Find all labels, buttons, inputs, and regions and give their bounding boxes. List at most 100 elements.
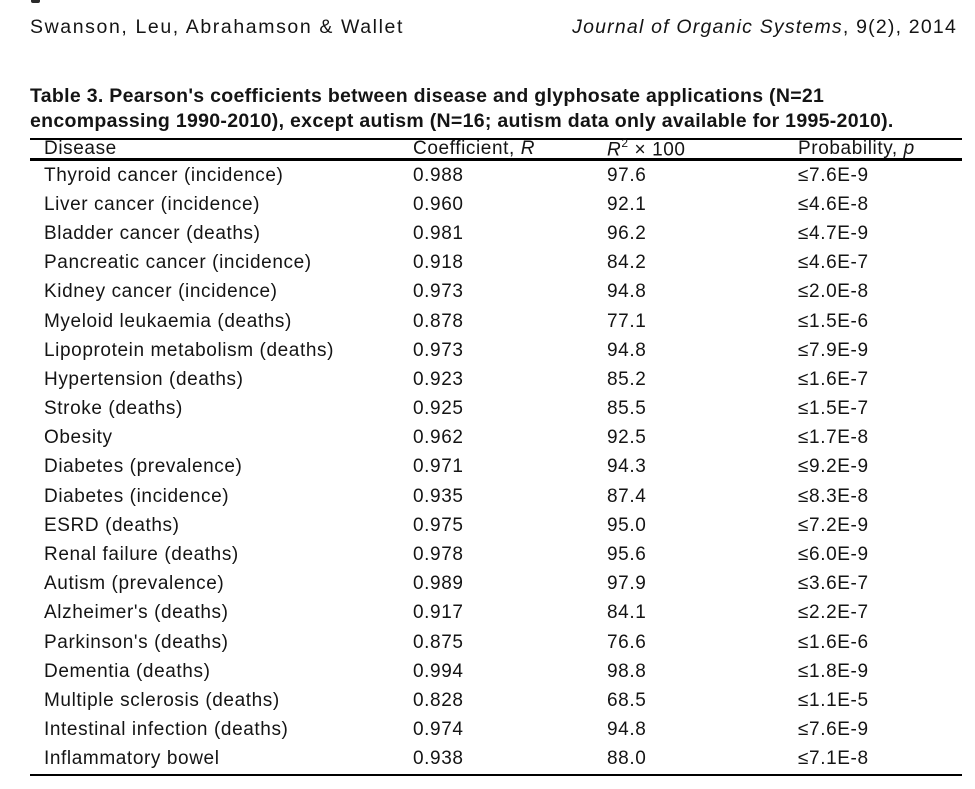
cell-coefficient: 0.917	[413, 602, 464, 624]
cell-disease: ESRD (deaths)	[44, 514, 180, 536]
cell-r2: 88.0	[607, 748, 647, 770]
cell-disease: Pancreatic cancer (incidence)	[44, 252, 312, 274]
table-row: Myeloid leukaemia (deaths) 0.878 77.1 ≤1.5E…	[30, 307, 962, 336]
table-header-row: Disease Coefficient, R R2 × 100 Probabil…	[30, 136, 962, 161]
cell-coefficient: 0.989	[413, 573, 464, 595]
table-row: Pancreatic cancer (incidence) 0.918 84.2 ≤4…	[30, 249, 962, 278]
cell-probability: ≤7.9E-9	[798, 339, 869, 361]
table-caption: Table 3. Pearson's coefficients between …	[30, 84, 965, 134]
table-caption-line1: Table 3. Pearson's coefficients between …	[30, 85, 825, 107]
cell-r2: 97.6	[607, 164, 647, 186]
table-row: Autism (prevalence) 0.989 97.9 ≤3.6E-7	[30, 570, 962, 599]
cell-disease: Stroke (deaths)	[44, 398, 183, 420]
cell-disease: Inflammatory bowel	[44, 748, 220, 770]
cell-r2: 94.8	[607, 719, 647, 741]
cell-probability: ≤3.6E-7	[798, 573, 869, 595]
cell-r2: 68.5	[607, 689, 647, 711]
table-row: Parkinson's (deaths) 0.875 76.6 ≤1.6E-6	[30, 628, 962, 657]
data-table: Disease Coefficient, R R2 × 100 Probabil…	[30, 136, 962, 776]
table-row: Diabetes (incidence) 0.935 87.4 ≤8.3E-8	[30, 482, 962, 511]
cell-coefficient: 0.973	[413, 339, 464, 361]
table-row: Lipoprotein metabolism (deaths) 0.973 94.8…	[30, 336, 962, 365]
cell-probability: ≤4.6E-8	[798, 193, 869, 215]
table-row: Dementia (deaths) 0.994 98.8 ≤1.8E-9	[30, 657, 962, 686]
r-squared-header-symbol: R	[607, 139, 622, 161]
cell-disease: Parkinson's (deaths)	[44, 631, 229, 653]
cell-probability: ≤7.1E-8	[798, 748, 869, 770]
cell-disease: Thyroid cancer (incidence)	[44, 164, 284, 186]
cell-disease: Autism (prevalence)	[44, 573, 225, 595]
table-row: Thyroid cancer (incidence) 0.988 97.6 ≤7.6E…	[30, 161, 962, 190]
cell-probability: ≤4.6E-7	[798, 252, 869, 274]
cell-r2: 84.1	[607, 602, 647, 624]
table-row: Diabetes (prevalence) 0.971 94.3 ≤9.2E-9	[30, 453, 962, 482]
cell-disease: Alzheimer's (deaths)	[44, 602, 229, 624]
cell-probability: ≤1.1E-5	[798, 689, 869, 711]
cell-disease: Myeloid leukaemia (deaths)	[44, 310, 292, 332]
cell-probability: ≤7.6E-9	[798, 164, 869, 186]
cell-coefficient: 0.878	[413, 310, 464, 332]
cell-coefficient: 0.988	[413, 164, 464, 186]
cell-r2: 98.8	[607, 660, 647, 682]
cell-probability: ≤2.0E-8	[798, 281, 869, 303]
cell-disease: Kidney cancer (incidence)	[44, 281, 278, 303]
table-caption-line2: encompassing 1990-2010), except autism (…	[30, 110, 894, 132]
cell-coefficient: 0.935	[413, 485, 464, 507]
cell-r2: 94.8	[607, 281, 647, 303]
cell-probability: ≤1.5E-6	[798, 310, 869, 332]
r-squared-header-exponent: 2	[621, 136, 629, 150]
cell-r2: 94.8	[607, 339, 647, 361]
table-row: Multiple sclerosis (deaths) 0.828 68.5 ≤1.1…	[30, 686, 962, 715]
table-row: Stroke (deaths) 0.925 85.5 ≤1.5E-7	[30, 395, 962, 424]
cell-probability: ≤6.0E-9	[798, 544, 869, 566]
cell-probability: ≤7.6E-9	[798, 719, 869, 741]
cell-disease: Intestinal infection (deaths)	[44, 719, 289, 741]
cell-disease: Hypertension (deaths)	[44, 368, 244, 390]
journal-issue: , 9(2), 2014	[842, 16, 957, 38]
cell-disease: Dementia (deaths)	[44, 660, 211, 682]
cell-probability: ≤8.3E-8	[798, 485, 869, 507]
cell-r2: 92.5	[607, 427, 647, 449]
cell-coefficient: 0.875	[413, 631, 464, 653]
cell-r2: 95.0	[607, 514, 647, 536]
cell-disease: Diabetes (incidence)	[44, 485, 230, 507]
cell-disease: Multiple sclerosis (deaths)	[44, 689, 280, 711]
column-header-disease: Disease	[44, 138, 117, 159]
cell-disease: Bladder cancer (deaths)	[44, 222, 261, 244]
table-row: Obesity 0.962 92.5 ≤1.7E-8	[30, 424, 962, 453]
cell-coefficient: 0.923	[413, 368, 464, 390]
cell-coefficient: 0.975	[413, 514, 464, 536]
probability-header-symbol: p	[903, 138, 915, 159]
table-row: Kidney cancer (incidence) 0.973 94.8 ≤2.0E-…	[30, 278, 962, 307]
cell-r2: 84.2	[607, 252, 647, 274]
cell-disease: Lipoprotein metabolism (deaths)	[44, 339, 335, 361]
cell-r2: 97.9	[607, 573, 647, 595]
column-header-probability: Probability, p	[798, 138, 962, 160]
table-row: ESRD (deaths) 0.975 95.0 ≤7.2E-9	[30, 511, 962, 540]
cell-coefficient: 0.978	[413, 544, 464, 566]
cell-probability: ≤4.7E-9	[798, 222, 869, 244]
cell-coefficient: 0.938	[413, 748, 464, 770]
cell-coefficient: 0.981	[413, 222, 464, 244]
cell-coefficient: 0.973	[413, 281, 464, 303]
table-row: Inflammatory bowel 0.938 88.0 ≤7.1E-8	[30, 745, 962, 774]
table-row: Renal failure (deaths) 0.978 95.6 ≤6.0E-9	[30, 540, 962, 569]
cell-probability: ≤9.2E-9	[798, 456, 869, 478]
cell-r2: 76.6	[607, 631, 647, 653]
cell-probability: ≤1.6E-6	[798, 631, 869, 653]
running-head: Swanson, Leu, Abrahamson & Wallet Journa…	[30, 16, 957, 39]
table-row: Hypertension (deaths) 0.923 85.2 ≤1.6E-7	[30, 365, 962, 394]
cell-coefficient: 0.994	[413, 660, 464, 682]
cell-probability: ≤1.7E-8	[798, 427, 869, 449]
cell-coefficient: 0.974	[413, 719, 464, 741]
column-header-coefficient: Coefficient, R	[413, 138, 607, 160]
cell-probability: ≤2.2E-7	[798, 602, 869, 624]
table-row: Intestinal infection (deaths) 0.974 94.8 ≤7…	[30, 716, 962, 745]
cell-r2: 95.6	[607, 544, 647, 566]
table-row: Bladder cancer (deaths) 0.981 96.2 ≤4.7E-9	[30, 219, 962, 248]
cell-coefficient: 0.925	[413, 398, 464, 420]
cell-disease: Obesity	[44, 427, 113, 449]
table-body: Thyroid cancer (incidence) 0.988 97.6 ≤7.6E…	[30, 161, 962, 776]
cell-probability: ≤1.8E-9	[798, 660, 869, 682]
